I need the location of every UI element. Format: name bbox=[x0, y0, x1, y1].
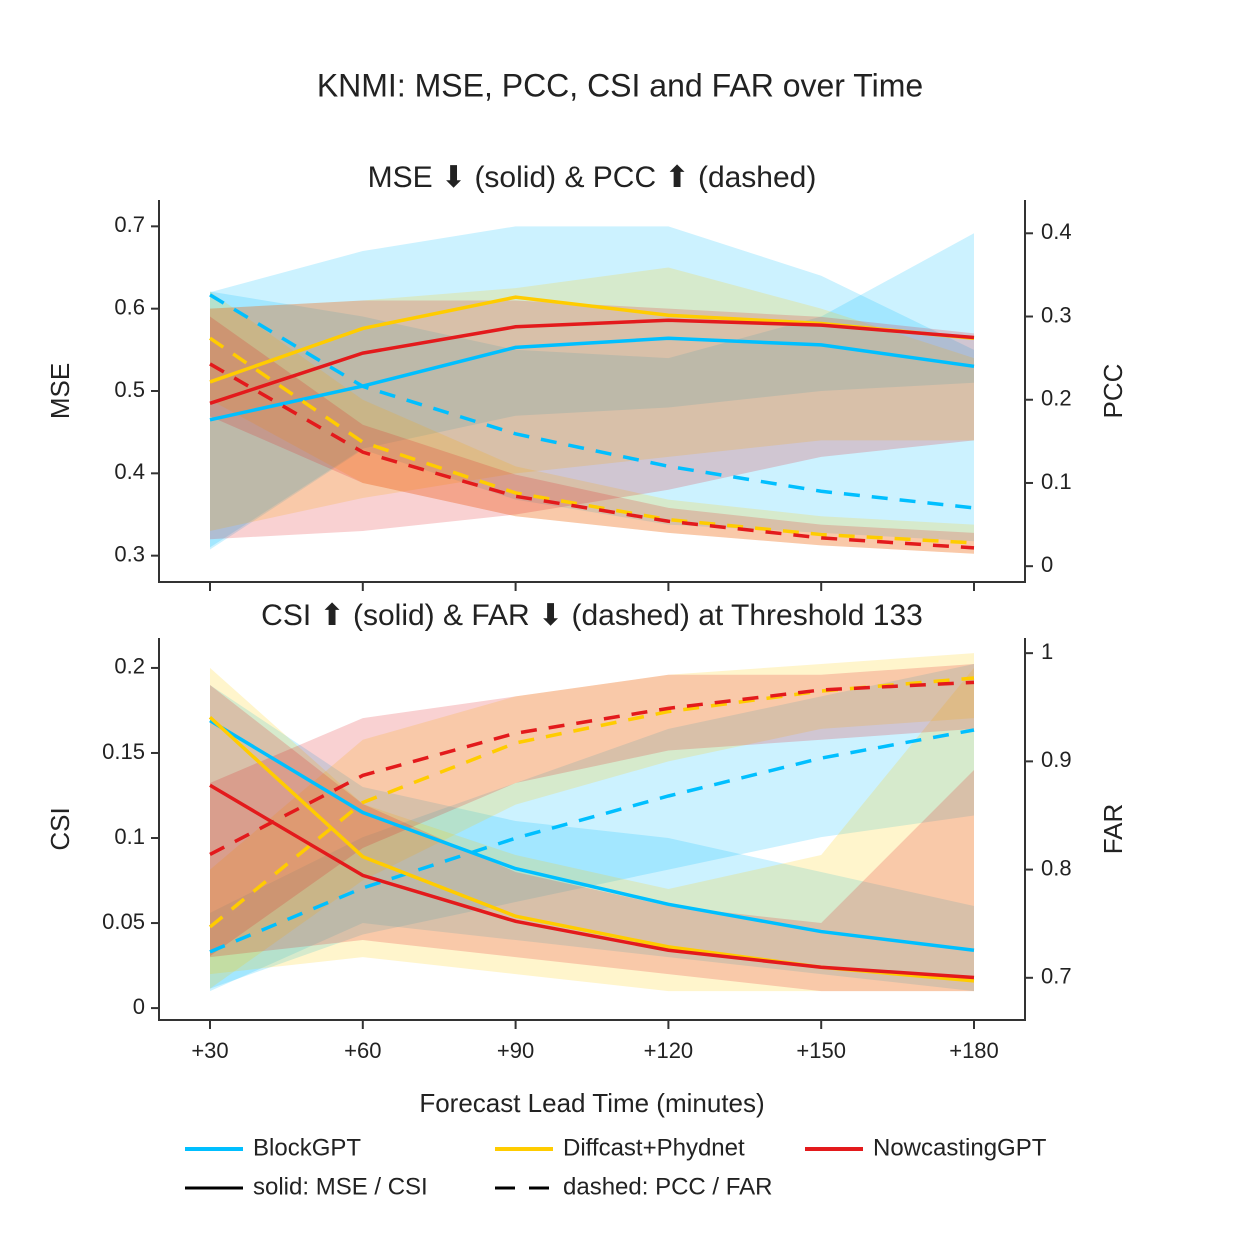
solid-line bbox=[209, 783, 975, 980]
y2-axis-label: PCC bbox=[1098, 364, 1128, 419]
x-axis-label: Forecast Lead Time (minutes) bbox=[419, 1088, 764, 1118]
solid-line bbox=[209, 336, 975, 422]
y2-tick-label: 0.1 bbox=[1041, 469, 1072, 494]
solid-line bbox=[209, 318, 975, 406]
y-tick-label: 0.3 bbox=[114, 541, 145, 566]
confidence-band bbox=[210, 267, 974, 531]
y-tick-label: 0.4 bbox=[114, 459, 145, 484]
confidence-band bbox=[210, 684, 974, 992]
y2-tick-label: 1 bbox=[1041, 639, 1053, 664]
legend-label: NowcastingGPT bbox=[873, 1134, 1047, 1161]
dashed-line bbox=[209, 362, 975, 550]
confidence-band bbox=[210, 233, 974, 550]
legend-label: solid: MSE / CSI bbox=[253, 1173, 428, 1200]
confidence-band bbox=[210, 653, 974, 989]
x-tick-label: +180 bbox=[949, 1038, 999, 1063]
x-tick-label: +30 bbox=[191, 1038, 228, 1063]
subplot-title: CSI ⬆ (solid) & FAR ⬇ (dashed) at Thresh… bbox=[261, 599, 923, 632]
axis-line bbox=[158, 638, 1026, 1021]
y-tick-label: 0.6 bbox=[114, 294, 145, 319]
dashed-line bbox=[209, 293, 975, 510]
y-tick-label: 0.05 bbox=[102, 909, 145, 934]
solid-line bbox=[209, 719, 975, 953]
x-tick-label: +150 bbox=[796, 1038, 846, 1063]
x-tick-label: +90 bbox=[497, 1038, 534, 1063]
y-axis-label: CSI bbox=[45, 807, 75, 850]
confidence-band bbox=[210, 684, 974, 992]
subplot-title: MSE ⬇ (solid) & PCC ⬆ (dashed) bbox=[368, 161, 817, 194]
y2-tick-label: 0.2 bbox=[1041, 386, 1072, 411]
y-tick-label: 0 bbox=[133, 994, 145, 1019]
y-tick-label: 0.7 bbox=[114, 212, 145, 237]
y2-tick-label: 0.3 bbox=[1041, 302, 1072, 327]
confidence-band bbox=[210, 291, 974, 554]
y2-axis-label: FAR bbox=[1098, 804, 1128, 855]
x-tick-label: +120 bbox=[644, 1038, 694, 1063]
x-tick-label: +60 bbox=[344, 1038, 381, 1063]
y-tick-label: 0.1 bbox=[114, 824, 145, 849]
confidence-band bbox=[210, 667, 974, 992]
y-tick-label: 0.2 bbox=[114, 654, 145, 679]
y2-tick-label: 0.4 bbox=[1041, 219, 1072, 244]
chart-title: KNMI: MSE, PCC, CSI and FAR over Time bbox=[317, 67, 923, 103]
confidence-band bbox=[210, 300, 974, 540]
dashed-line bbox=[209, 728, 975, 954]
y-axis-label: MSE bbox=[45, 363, 75, 419]
y2-tick-label: 0.9 bbox=[1041, 747, 1072, 772]
dashed-line bbox=[209, 680, 975, 856]
confidence-band bbox=[210, 663, 974, 989]
legend-label: dashed: PCC / FAR bbox=[563, 1173, 772, 1200]
y2-tick-label: 0.7 bbox=[1041, 964, 1072, 989]
legend-label: Diffcast+Phydnet bbox=[563, 1134, 745, 1161]
dashed-line bbox=[209, 336, 975, 545]
confidence-band bbox=[210, 663, 974, 957]
legend-label: BlockGPT bbox=[253, 1134, 361, 1161]
y2-tick-label: 0 bbox=[1041, 552, 1053, 577]
y-tick-label: 0.15 bbox=[102, 739, 145, 764]
y2-tick-label: 0.8 bbox=[1041, 855, 1072, 880]
confidence-band bbox=[210, 226, 974, 548]
y-tick-label: 0.5 bbox=[114, 377, 145, 402]
